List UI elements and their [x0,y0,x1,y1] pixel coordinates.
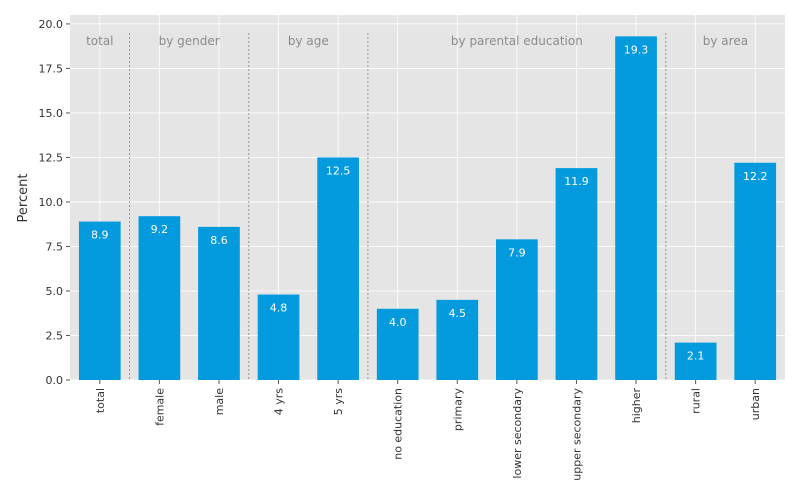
bar [257,294,300,380]
group-label: by gender [159,34,220,48]
y-tick-label: 5.0 [46,285,64,298]
data-label: 11.9 [564,175,589,188]
group-label: by age [288,34,329,48]
x-tick-label: total [94,388,107,413]
data-label: 12.5 [326,164,351,177]
x-tick-label: upper secondary [570,388,583,481]
data-label: 2.1 [687,350,705,363]
bar [198,226,240,380]
data-label: 12.2 [743,170,768,183]
y-tick-label: 0.0 [46,374,64,387]
group-separators [129,33,667,380]
group-label: total [86,34,113,48]
x-tick-label: 5 yrs [332,388,345,416]
y-tick-label: 10.0 [39,196,64,209]
x-tick-label: urban [749,388,762,420]
x-tick-label: rural [690,388,703,414]
bar [555,168,598,380]
y-tick-label: 7.5 [46,240,64,253]
group-labels: total by gender by age by parental educatio… [86,34,748,48]
y-tick-label: 15.0 [39,107,64,120]
data-label: 9.2 [151,223,169,236]
x-tick-label: female [153,388,166,426]
bar [317,157,359,380]
bar [674,342,717,380]
y-axis-label: Percent [16,174,31,223]
x-tick-label: 4 yrs [273,388,286,416]
y-tick-label: 2.5 [46,329,64,342]
y-tick-label: 17.5 [39,62,64,75]
bar [78,221,121,380]
group-label: by area [703,34,748,48]
y-tick-label: 12.5 [39,151,64,164]
bar [376,308,419,380]
data-label: 4.0 [389,316,407,329]
bar [734,162,777,380]
x-tick-label: higher [630,388,643,424]
y-axis-ticks: 0.0 2.5 5.0 7.5 10.0 12.5 15.0 17.5 20.0 [39,18,70,387]
data-label: 8.9 [91,229,109,242]
data-label: 4.8 [270,302,288,315]
bar [615,36,657,381]
x-tick-label: lower secondary [511,388,524,479]
bar [436,299,479,380]
x-tick-label: primary [451,388,464,432]
bars: 8.9 9.2 8.6 4.8 12.5 4.0 4.5 7.9 11.9 19.3 2.1 12.2 [78,36,777,381]
data-label: 8.6 [210,234,228,247]
data-label: 4.5 [449,307,467,320]
x-tick-label: no education [392,388,405,460]
y-tick-label: 20.0 [39,18,64,31]
x-axis-ticks: total female male 4 yrs 5 yrs no education pri… [94,380,762,481]
bar [138,216,181,380]
group-label: by parental education [451,34,583,48]
x-tick-label: male [213,388,226,416]
data-label: 19.3 [624,43,649,56]
data-label: 7.9 [508,246,526,259]
bar [496,239,538,380]
